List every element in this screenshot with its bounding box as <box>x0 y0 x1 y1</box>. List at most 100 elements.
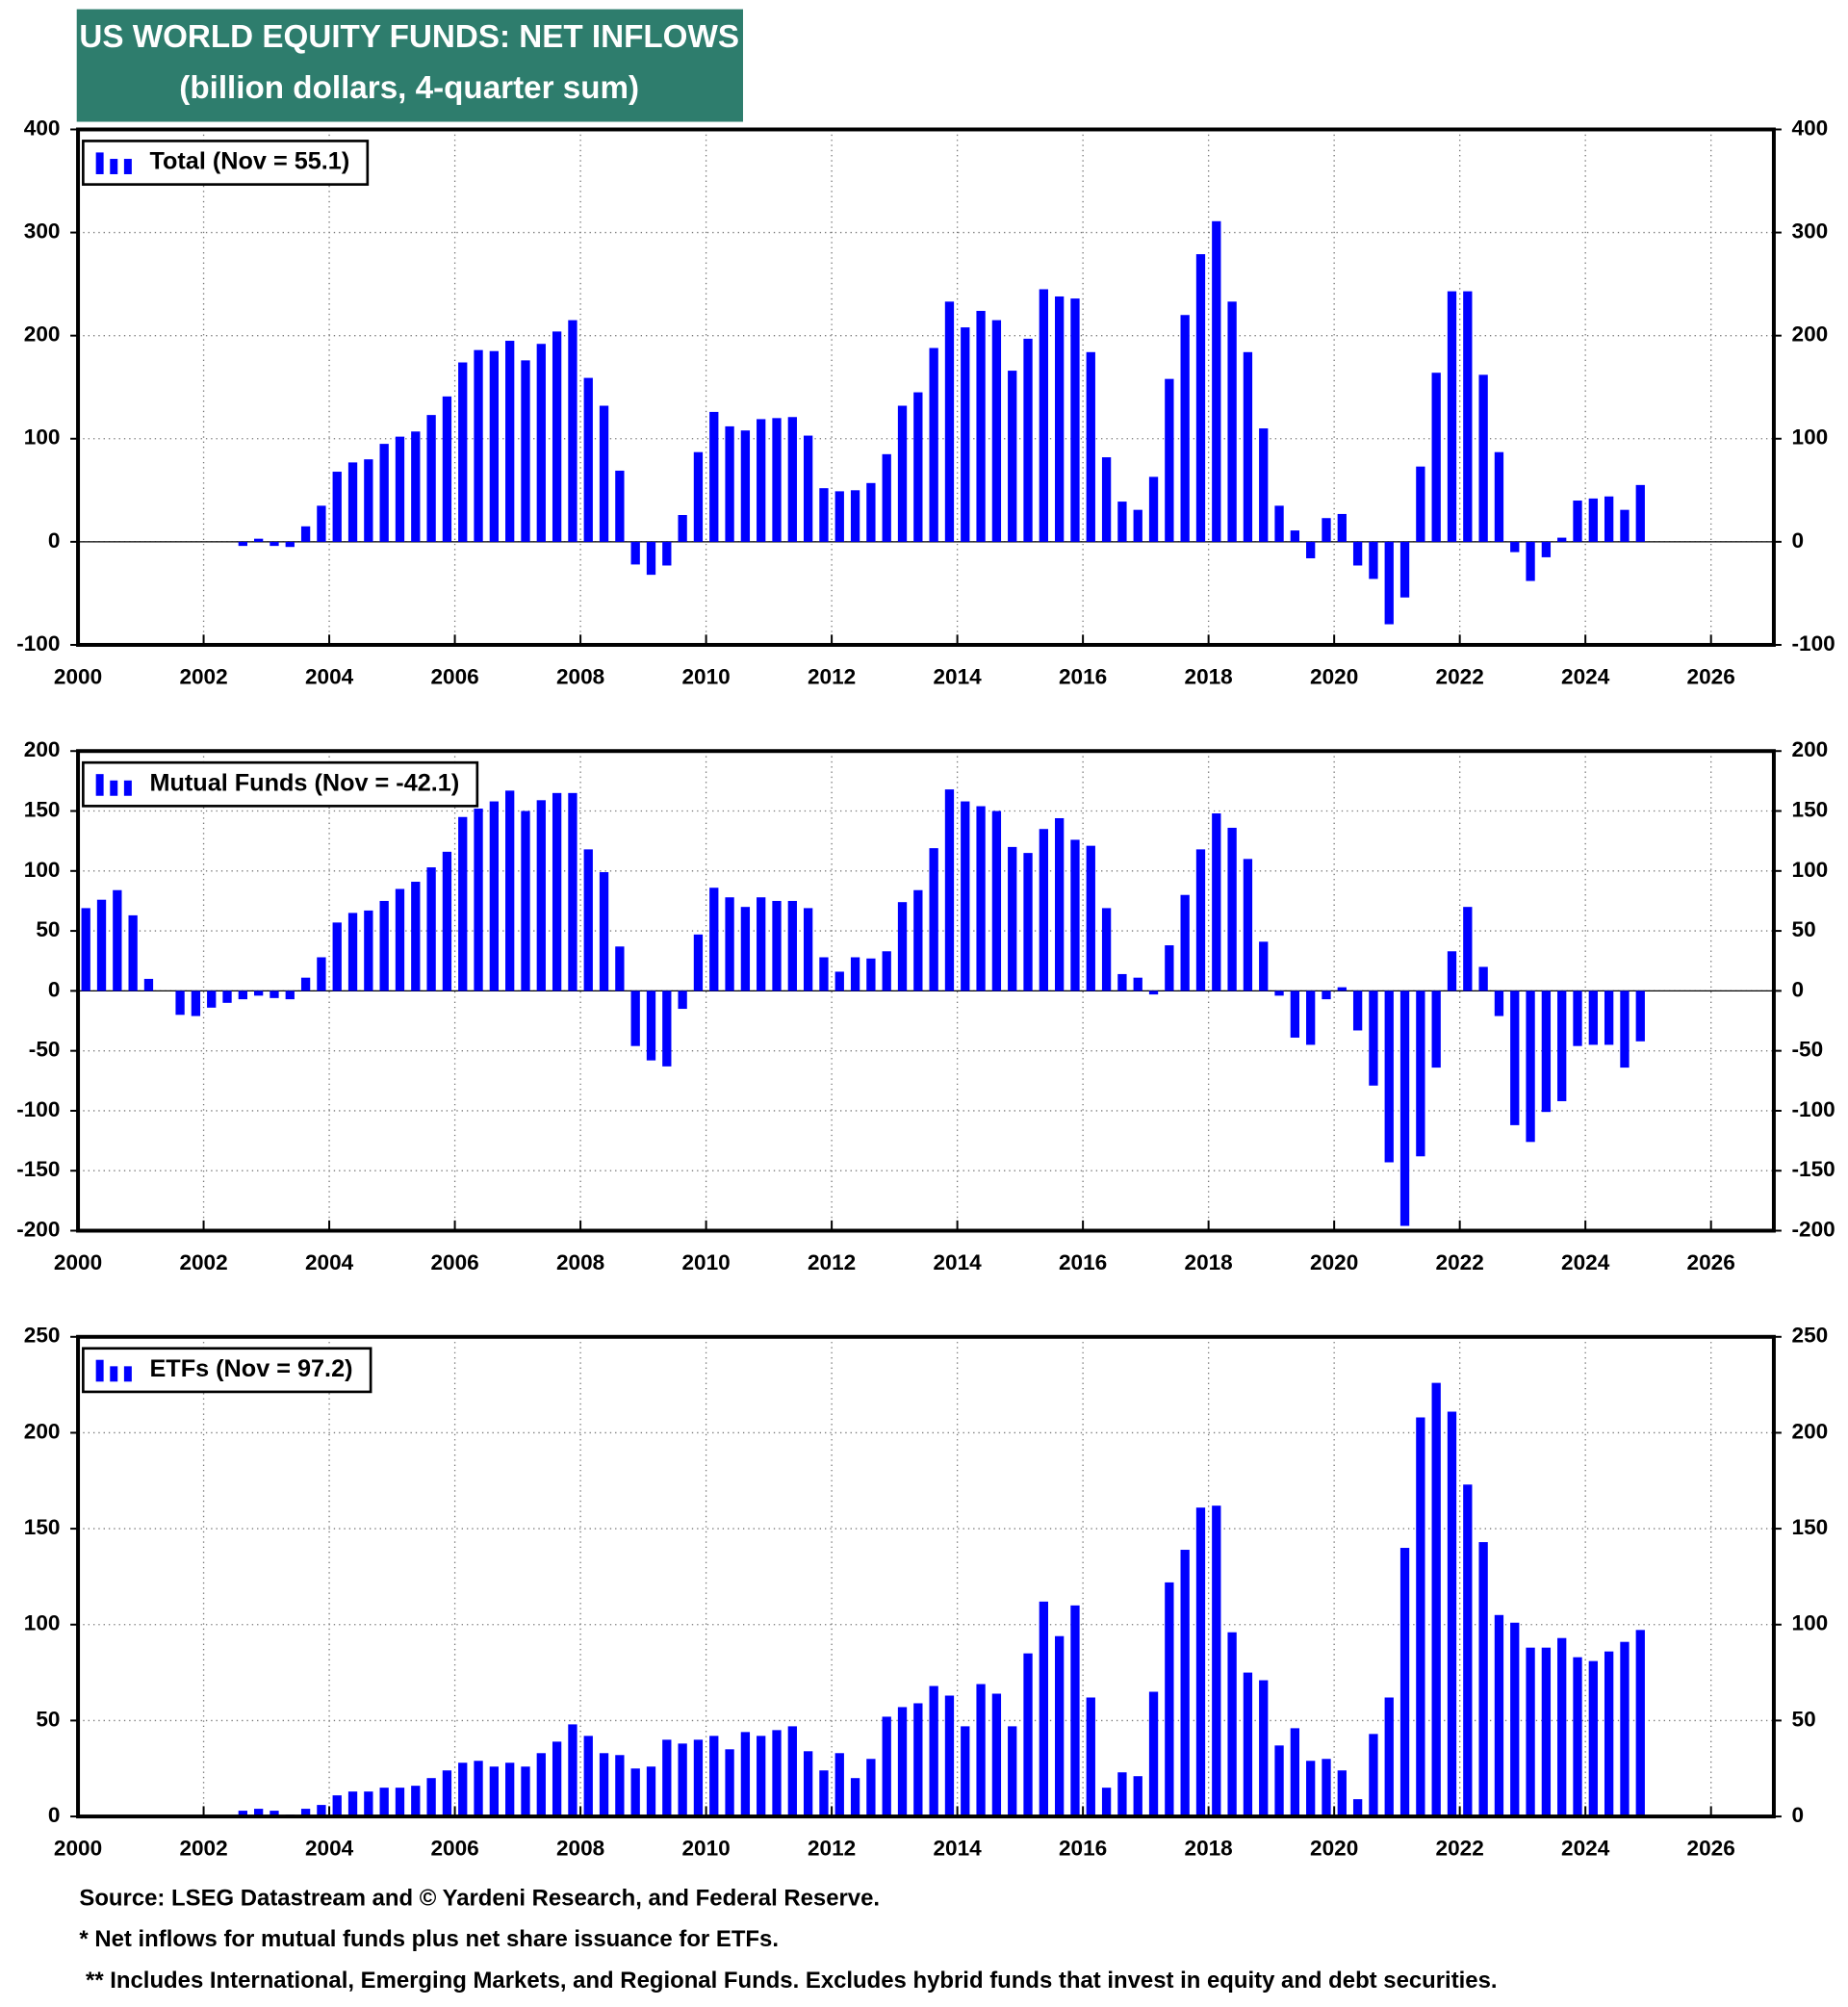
bar <box>1148 476 1159 542</box>
bar <box>866 482 876 542</box>
bar <box>1463 1484 1473 1817</box>
bar <box>757 419 766 542</box>
y2-tick-label: -50 <box>1792 1038 1824 1062</box>
bar <box>1526 991 1535 1143</box>
bar <box>1635 1630 1645 1817</box>
x-tick-label: 2018 <box>1185 664 1233 688</box>
bar <box>411 431 421 542</box>
bar <box>536 1753 546 1817</box>
bar <box>285 991 295 1000</box>
x-tick-label: 2008 <box>556 1250 604 1274</box>
bar <box>347 1791 358 1817</box>
bar <box>1635 991 1645 1042</box>
bar <box>646 541 656 576</box>
bar <box>1227 827 1237 991</box>
y-tick-label: 250 <box>24 1324 61 1348</box>
bar <box>882 1716 891 1817</box>
bar <box>1573 501 1582 542</box>
bar <box>787 417 797 542</box>
legend-swatch <box>95 1359 104 1382</box>
bar <box>772 1730 782 1817</box>
bar <box>489 1766 500 1817</box>
bar <box>1148 1691 1159 1817</box>
bar <box>1133 1776 1142 1817</box>
footnote: Source: LSEG Datastream and © Yardeni Re… <box>79 1886 880 1912</box>
legend-box <box>82 760 479 808</box>
x-tick-label: 2016 <box>1059 664 1107 688</box>
bar <box>1086 351 1095 542</box>
bar <box>1510 1622 1520 1817</box>
bar <box>929 1685 938 1817</box>
bar <box>1510 541 1520 553</box>
bar <box>1008 371 1017 542</box>
bar <box>1620 991 1630 1068</box>
x-tick-label: 2006 <box>430 1837 478 1861</box>
bar <box>615 1755 625 1817</box>
x-tick-label: 2024 <box>1561 1250 1610 1274</box>
bar <box>834 491 844 542</box>
bar <box>474 1761 483 1817</box>
bar <box>1023 853 1033 991</box>
bar <box>599 1753 609 1817</box>
bar <box>238 991 247 1000</box>
bar <box>1604 496 1614 542</box>
footnote: ** Includes International, Emerging Mark… <box>79 1968 1497 1994</box>
bar <box>379 900 389 991</box>
x-tick-label: 2022 <box>1436 664 1484 688</box>
bar <box>1337 987 1347 991</box>
legend-label: Mutual Funds (Nov = -42.1) <box>149 769 459 796</box>
bar <box>442 396 452 542</box>
bar <box>1306 541 1316 558</box>
bar <box>113 889 122 991</box>
x-tick-label: 2026 <box>1687 1837 1735 1861</box>
bar <box>1243 859 1253 991</box>
bar <box>489 801 500 991</box>
y2-tick-label: 50 <box>1792 1707 1816 1731</box>
y-tick-label: -200 <box>16 1217 60 1241</box>
y-tick-label: 300 <box>24 219 61 244</box>
y2-tick-label: 400 <box>1792 116 1829 140</box>
legend-swatch <box>123 780 132 796</box>
bar <box>976 310 986 542</box>
bar <box>411 1786 421 1817</box>
bar <box>1165 945 1174 991</box>
y-tick-label: -100 <box>16 1097 60 1121</box>
bar <box>1352 541 1363 566</box>
bar <box>1369 991 1378 1086</box>
bar <box>944 1695 955 1817</box>
bar <box>1478 374 1488 542</box>
bar <box>1086 1697 1095 1817</box>
bar <box>1290 1728 1300 1817</box>
bar <box>1463 291 1473 542</box>
bar <box>332 472 342 542</box>
bar <box>693 934 704 991</box>
bar <box>1384 541 1394 625</box>
bar <box>1290 991 1300 1038</box>
bar <box>300 977 311 991</box>
y2-tick-label: -200 <box>1792 1217 1835 1241</box>
bar <box>521 360 530 542</box>
bar <box>630 1768 640 1817</box>
bar <box>536 344 546 542</box>
bar <box>458 1763 468 1817</box>
bar <box>599 872 609 991</box>
bar <box>364 910 373 991</box>
bar <box>1101 1788 1112 1817</box>
bar <box>1322 1759 1331 1817</box>
bar <box>850 1778 860 1817</box>
bar <box>1369 1734 1378 1817</box>
y-tick-label: -50 <box>29 1038 61 1062</box>
bar <box>646 1766 656 1817</box>
y2-tick-label: 150 <box>1792 797 1829 821</box>
bar <box>991 1693 1002 1817</box>
bar <box>976 1684 986 1817</box>
bar <box>1399 991 1410 1226</box>
bar <box>1290 530 1300 542</box>
bar <box>442 1770 452 1817</box>
y2-tick-label: 100 <box>1792 1611 1829 1635</box>
bar <box>1588 991 1598 1045</box>
bar <box>552 331 562 542</box>
bar <box>709 888 719 991</box>
bar <box>583 1736 593 1817</box>
bar <box>1384 1697 1394 1817</box>
